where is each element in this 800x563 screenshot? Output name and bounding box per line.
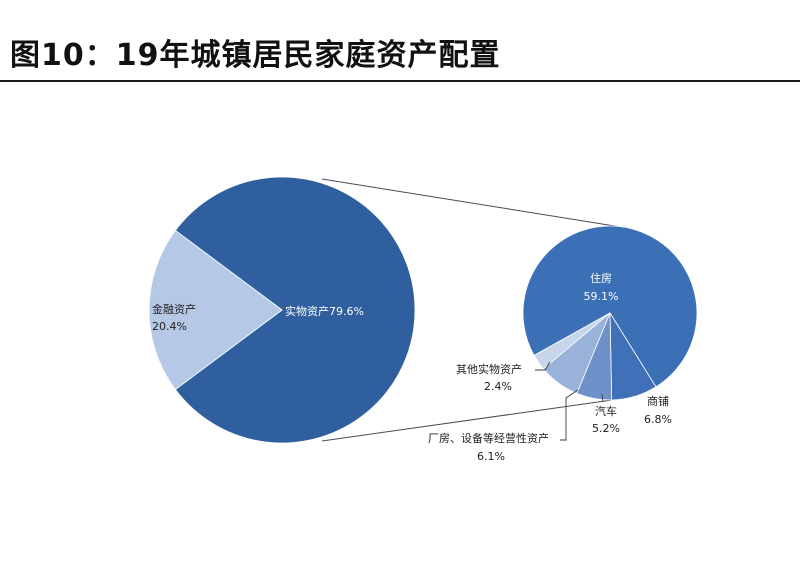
slice-real-assets xyxy=(174,176,416,444)
leader-line-cars xyxy=(601,393,604,403)
slice-business-assets xyxy=(542,312,611,394)
leader-line-business xyxy=(560,389,579,441)
slice-label-cars: 汽车 xyxy=(595,404,617,418)
slice-value-real-assets: 79.6% xyxy=(329,305,364,318)
slice-value-cars: 5.2% xyxy=(592,422,620,435)
page-title: 图10：19年城镇居民家庭资产配置 xyxy=(10,38,501,73)
slice-label-real-assets: 实物资产79.6% xyxy=(285,304,364,318)
slice-label-housing: 住房 xyxy=(590,271,612,285)
slice-value-other-real-assets: 2.4% xyxy=(484,380,512,393)
connector-line-top xyxy=(321,178,628,229)
slice-label-shops: 商铺 xyxy=(647,394,669,408)
leader-lines xyxy=(535,361,604,441)
slice-financial-assets xyxy=(148,229,283,391)
connector-lines xyxy=(321,178,628,442)
connector-line-bottom xyxy=(321,399,613,442)
slice-label-other-real-assets: 其他实物资产 xyxy=(456,362,522,376)
slice-value-shops: 6.8% xyxy=(644,413,672,426)
leader-line-other xyxy=(535,361,551,371)
slice-label-real-assets-name: 实物资产 xyxy=(285,304,329,318)
title-divider xyxy=(0,80,800,82)
breakdown-pie xyxy=(522,225,698,401)
slice-value-financial-assets: 20.4% xyxy=(152,320,187,333)
slice-value-housing: 59.1% xyxy=(584,290,619,303)
slice-housing xyxy=(522,225,698,388)
main-pie xyxy=(148,176,416,444)
slice-value-business-assets: 6.1% xyxy=(477,450,505,463)
slice-label-financial-assets: 金融资产 xyxy=(152,302,196,316)
slice-label-business-assets: 厂房、设备等经营性资产 xyxy=(428,431,549,445)
